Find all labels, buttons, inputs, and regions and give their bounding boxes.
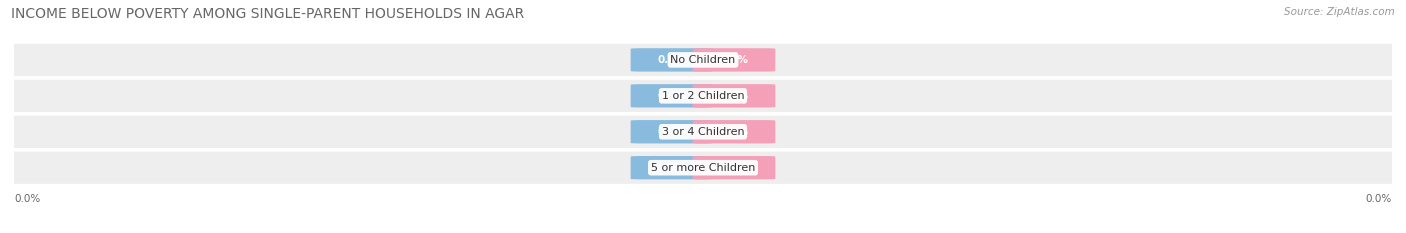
- Text: 0.0%: 0.0%: [14, 194, 41, 204]
- FancyBboxPatch shape: [0, 80, 1406, 112]
- Text: Source: ZipAtlas.com: Source: ZipAtlas.com: [1284, 7, 1395, 17]
- Text: 0.0%: 0.0%: [1365, 194, 1392, 204]
- FancyBboxPatch shape: [0, 151, 1406, 184]
- Text: No Children: No Children: [671, 55, 735, 65]
- FancyBboxPatch shape: [0, 44, 1406, 76]
- FancyBboxPatch shape: [631, 156, 713, 179]
- FancyBboxPatch shape: [693, 84, 775, 107]
- Text: 0.0%: 0.0%: [720, 91, 748, 101]
- FancyBboxPatch shape: [631, 120, 713, 144]
- Text: 1 or 2 Children: 1 or 2 Children: [662, 91, 744, 101]
- FancyBboxPatch shape: [631, 84, 713, 107]
- Text: 0.0%: 0.0%: [720, 127, 748, 137]
- FancyBboxPatch shape: [693, 48, 775, 72]
- FancyBboxPatch shape: [693, 120, 775, 144]
- FancyBboxPatch shape: [0, 116, 1406, 148]
- FancyBboxPatch shape: [631, 48, 713, 72]
- FancyBboxPatch shape: [693, 156, 775, 179]
- Text: 0.0%: 0.0%: [720, 163, 748, 173]
- Text: 0.0%: 0.0%: [658, 91, 686, 101]
- Text: 5 or more Children: 5 or more Children: [651, 163, 755, 173]
- Text: 0.0%: 0.0%: [658, 55, 686, 65]
- Text: 3 or 4 Children: 3 or 4 Children: [662, 127, 744, 137]
- Text: 0.0%: 0.0%: [658, 127, 686, 137]
- Text: 0.0%: 0.0%: [658, 163, 686, 173]
- Text: 0.0%: 0.0%: [720, 55, 748, 65]
- Text: INCOME BELOW POVERTY AMONG SINGLE-PARENT HOUSEHOLDS IN AGAR: INCOME BELOW POVERTY AMONG SINGLE-PARENT…: [11, 7, 524, 21]
